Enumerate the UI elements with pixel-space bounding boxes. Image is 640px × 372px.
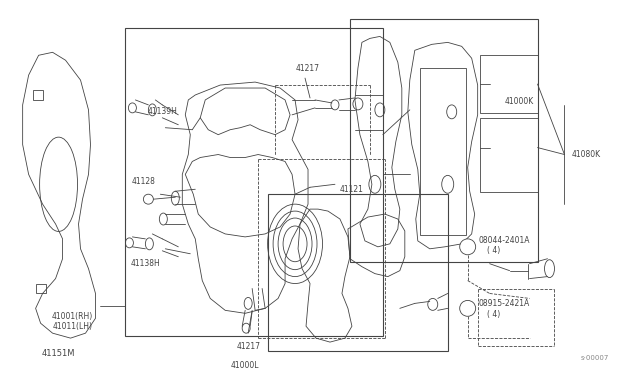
Bar	[268, 194, 448, 351]
Circle shape	[460, 301, 476, 316]
Bar	[125, 29, 383, 336]
Bar	[33, 90, 43, 100]
Text: 41001(RH): 41001(RH)	[51, 312, 93, 321]
Text: ( 4): ( 4)	[486, 310, 500, 319]
Text: 41217: 41217	[236, 341, 260, 350]
Bar	[479, 55, 538, 113]
Text: 41011(LH): 41011(LH)	[52, 322, 93, 331]
Bar	[350, 19, 538, 262]
Bar	[36, 283, 45, 294]
Text: B: B	[465, 242, 470, 251]
Text: 41217: 41217	[296, 64, 320, 73]
Text: 08044-2401A: 08044-2401A	[479, 236, 530, 246]
Text: ( 4): ( 4)	[486, 246, 500, 255]
Text: 08915-2421A: 08915-2421A	[479, 299, 530, 308]
Circle shape	[460, 239, 476, 255]
Text: 41151M: 41151M	[42, 349, 76, 357]
Text: 41080K: 41080K	[572, 150, 600, 159]
Text: 41000K: 41000K	[504, 97, 534, 106]
Text: s·00007: s·00007	[581, 355, 609, 361]
Bar	[479, 118, 538, 192]
Bar	[420, 68, 466, 235]
Text: W: W	[464, 304, 472, 313]
Text: 41138H: 41138H	[131, 259, 161, 268]
Text: 41121: 41121	[340, 185, 364, 194]
Text: 41139H: 41139H	[147, 108, 177, 116]
Text: 41000L: 41000L	[231, 362, 259, 371]
Text: 41128: 41128	[131, 177, 156, 186]
